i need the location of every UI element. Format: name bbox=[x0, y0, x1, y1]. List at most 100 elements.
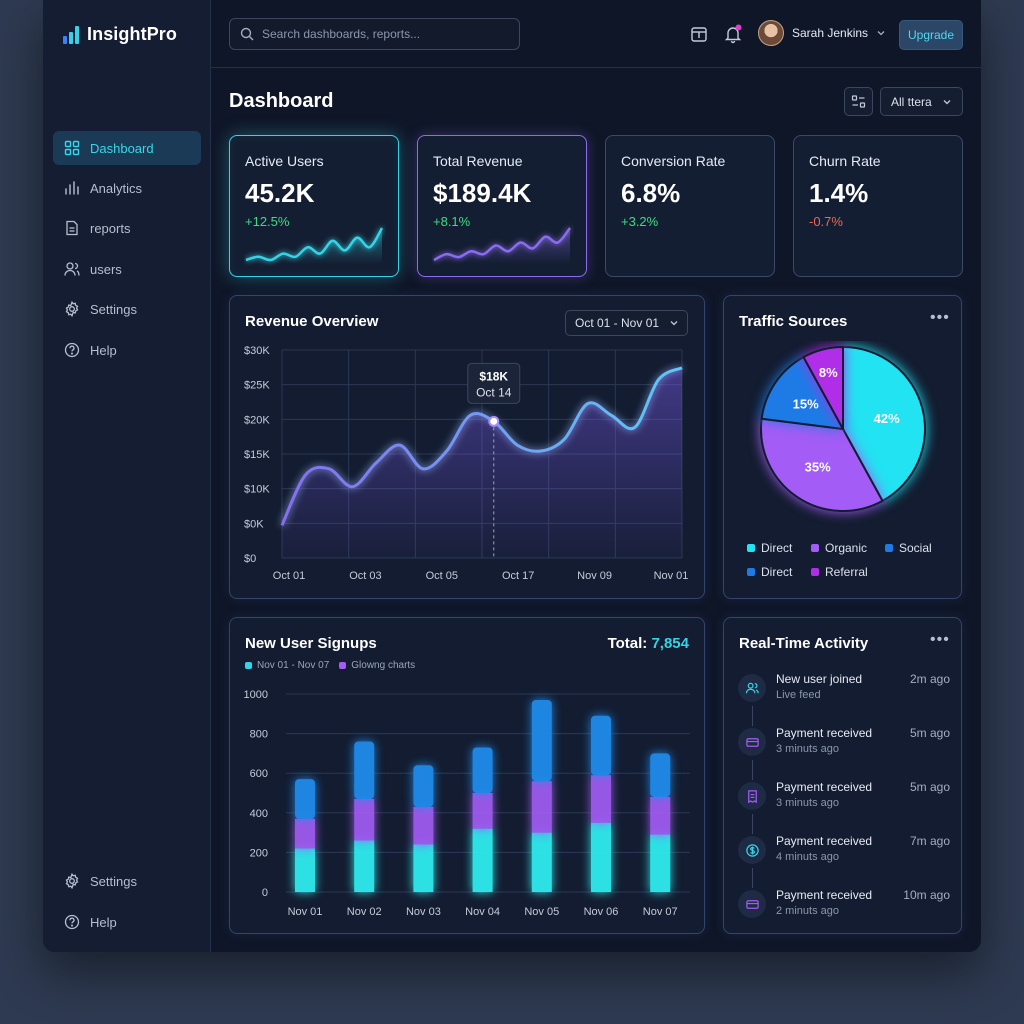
bar-segment[interactable] bbox=[531, 699, 552, 782]
sidebar-item-users[interactable]: users bbox=[53, 252, 201, 286]
sidebar: InsightPro Dashboard Analytics reports u… bbox=[43, 0, 211, 952]
kpi-delta: -0.7% bbox=[809, 214, 843, 229]
sparkline-line bbox=[433, 227, 571, 262]
kpi-card-churn-rate[interactable]: Churn Rate 1.4% -0.7% bbox=[793, 135, 963, 277]
signups-bar-chart[interactable]: 1000 800 600 400 200 0 Nov 01 Nov 02 Nov 03 Nov 0… bbox=[230, 680, 704, 932]
sidebar-item-help[interactable]: Help bbox=[53, 333, 201, 367]
activity-time: 2m ago bbox=[909, 672, 950, 686]
pie-slice[interactable] bbox=[760, 355, 845, 431]
sidebar-bottom-settings[interactable]: Settings bbox=[53, 864, 201, 898]
search-input[interactable] bbox=[262, 27, 502, 41]
tooltip bbox=[467, 362, 521, 404]
kpi-delta: +8.1% bbox=[433, 214, 471, 229]
activity-icon bbox=[738, 674, 766, 702]
chevron-down-icon bbox=[943, 99, 951, 104]
sidebar-item-label: users bbox=[90, 261, 122, 277]
calendar-icon[interactable] bbox=[689, 24, 709, 44]
kpi-value: $189.4K bbox=[433, 178, 532, 208]
activity-item[interactable]: Payment received 4 minuts ago 7m ago bbox=[738, 834, 950, 874]
pie-slice[interactable] bbox=[760, 417, 884, 512]
kpi-delta: +3.2% bbox=[621, 214, 659, 229]
activity-subtitle: 2 minuts ago bbox=[776, 905, 839, 917]
sidebar-item-analytics[interactable]: Analytics bbox=[53, 171, 201, 205]
filter-dropdown[interactable]: All ttera bbox=[880, 87, 963, 116]
bar-segment[interactable] bbox=[650, 753, 671, 797]
bar-segment[interactable] bbox=[472, 793, 493, 829]
chevron-down-icon bbox=[877, 31, 885, 36]
sidebar-item-dashboard[interactable]: Dashboard bbox=[53, 131, 201, 165]
bar-segment[interactable] bbox=[413, 844, 434, 892]
total-label: Total: bbox=[607, 635, 648, 652]
kpi-card-active-users[interactable]: Active Users 45.2K +12.5% bbox=[229, 135, 399, 277]
bar-segment[interactable] bbox=[650, 796, 671, 835]
pie-slice-label: 42% bbox=[874, 411, 900, 426]
activity-item[interactable]: Payment received 2 minuts ago 10m ago bbox=[738, 888, 950, 928]
activity-icon bbox=[738, 836, 766, 864]
help-icon bbox=[64, 914, 80, 930]
user-menu[interactable]: Sarah Jenkins bbox=[758, 20, 886, 46]
app-window: InsightPro Dashboard Analytics reports u… bbox=[43, 0, 981, 952]
bar-segment[interactable] bbox=[531, 832, 552, 892]
page-title: Dashboard bbox=[229, 90, 334, 112]
total-value: 7,854 bbox=[651, 635, 689, 652]
legend-item: Glowng charts bbox=[339, 660, 415, 671]
sidebar-item-settings[interactable]: Settings bbox=[53, 292, 201, 326]
pie-slice[interactable] bbox=[802, 345, 844, 430]
bar-segment[interactable] bbox=[472, 747, 493, 793]
activity-icon bbox=[738, 890, 766, 918]
sidebar-bottom-help[interactable]: Help bbox=[53, 905, 201, 939]
signups-legend: Nov 01 - Nov 07 Glowng charts bbox=[245, 660, 415, 671]
legend-item: Organic bbox=[811, 541, 867, 555]
date-range-dropdown[interactable]: Oct 01 - Nov 01 bbox=[565, 310, 688, 336]
more-menu-icon[interactable]: ••• bbox=[930, 631, 950, 648]
new-user-signups-card: New User Signups Total: 7,854 Nov 01 - N… bbox=[229, 617, 705, 934]
bar-segment[interactable] bbox=[472, 828, 493, 892]
kpi-card-conversion-rate[interactable]: Conversion Rate 6.8% +3.2% bbox=[605, 135, 775, 277]
sidebar-item-label: Help bbox=[90, 342, 117, 358]
bar-segment[interactable] bbox=[295, 818, 315, 849]
bar-segment[interactable] bbox=[591, 715, 611, 776]
users-icon bbox=[745, 682, 759, 693]
x-tick-label: Nov 01 bbox=[654, 570, 689, 582]
traffic-pie-chart[interactable]: 42% 35% 15% 8% bbox=[724, 341, 961, 531]
sparkline-line bbox=[245, 227, 384, 262]
bar-segment[interactable] bbox=[295, 848, 315, 892]
chevron-down-icon bbox=[670, 321, 678, 326]
card-title: Revenue Overview bbox=[245, 313, 379, 330]
y-tick-label: $10K bbox=[244, 484, 270, 496]
activity-title: Payment received bbox=[776, 780, 873, 794]
bar-segment[interactable] bbox=[354, 741, 375, 799]
activity-item[interactable]: Payment received 3 minuts ago 5m ago bbox=[738, 726, 950, 766]
legend-label: Direct bbox=[761, 541, 793, 555]
x-tick-label: Oct 05 bbox=[426, 570, 458, 582]
search-box[interactable] bbox=[229, 18, 520, 50]
bell-icon[interactable] bbox=[723, 24, 743, 44]
sidebar-item-reports[interactable]: reports bbox=[53, 211, 201, 245]
pie-slice[interactable] bbox=[842, 345, 926, 503]
bar-segment[interactable] bbox=[531, 781, 552, 833]
logo[interactable]: InsightPro bbox=[63, 24, 177, 45]
filter-settings-button[interactable] bbox=[844, 87, 873, 116]
sliders-icon bbox=[851, 95, 866, 108]
kpi-value: 1.4% bbox=[809, 178, 869, 208]
bar-segment[interactable] bbox=[354, 840, 375, 892]
kpi-card-total-revenue[interactable]: Total Revenue $189.4K +8.1% bbox=[417, 135, 587, 277]
bar-segment[interactable] bbox=[591, 775, 611, 823]
bar-segment[interactable] bbox=[413, 806, 434, 845]
x-tick-label: Nov 03 bbox=[406, 906, 441, 918]
sparkline-area bbox=[434, 228, 570, 264]
bar-segment[interactable] bbox=[591, 822, 611, 892]
data-point-highlight[interactable] bbox=[488, 415, 500, 427]
kpi-label: Churn Rate bbox=[809, 153, 881, 169]
sidebar-item-label: Settings bbox=[90, 873, 137, 889]
revenue-chart[interactable]: $30K $25K $20K $15K $10K $0K $0 Oct 01 Oct 03 Oct… bbox=[230, 336, 704, 598]
more-menu-icon[interactable]: ••• bbox=[930, 309, 950, 326]
bar-segment[interactable] bbox=[295, 779, 315, 819]
bar-segment[interactable] bbox=[354, 798, 375, 841]
activity-item[interactable]: New user joined Live feed 2m ago bbox=[738, 672, 950, 712]
upgrade-button[interactable]: Upgrade bbox=[899, 20, 963, 50]
bar-segment[interactable] bbox=[413, 765, 434, 807]
search-icon bbox=[240, 27, 254, 41]
bar-segment[interactable] bbox=[650, 834, 671, 892]
activity-item[interactable]: Payment received 3 minuts ago 5m ago bbox=[738, 780, 950, 820]
